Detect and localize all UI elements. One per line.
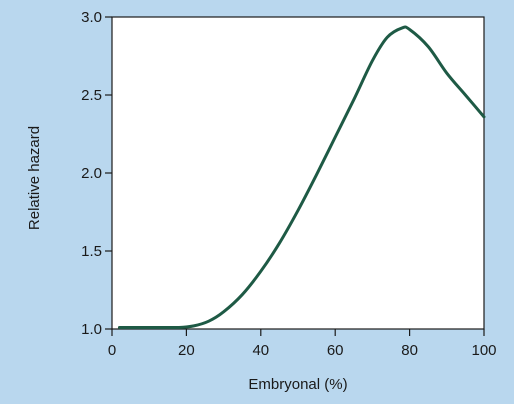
y-axis-ticks: 1.0 1.5 2.0 2.5 3.0 xyxy=(81,9,112,338)
y-tick-label: 3.0 xyxy=(81,9,102,26)
y-tick-label: 2.0 xyxy=(81,165,102,182)
x-tick-label: 100 xyxy=(471,342,496,359)
y-tick-label: 1.5 xyxy=(81,243,102,260)
y-tick-label: 1.0 xyxy=(81,321,102,338)
y-axis-title: Relative hazard xyxy=(26,126,43,230)
x-tick-label: 60 xyxy=(327,342,344,359)
plot-area xyxy=(111,16,485,330)
series-line xyxy=(117,25,486,330)
x-axis-title: Embryonal (%) xyxy=(248,376,347,393)
x-tick-label: 40 xyxy=(252,342,269,359)
x-tick-label: 0 xyxy=(108,342,116,359)
x-tick-label: 80 xyxy=(401,342,418,359)
y-tick-label: 2.5 xyxy=(81,87,102,104)
x-axis-ticks: 0 20 40 60 80 100 xyxy=(108,329,497,359)
x-tick-label: 20 xyxy=(178,342,195,359)
